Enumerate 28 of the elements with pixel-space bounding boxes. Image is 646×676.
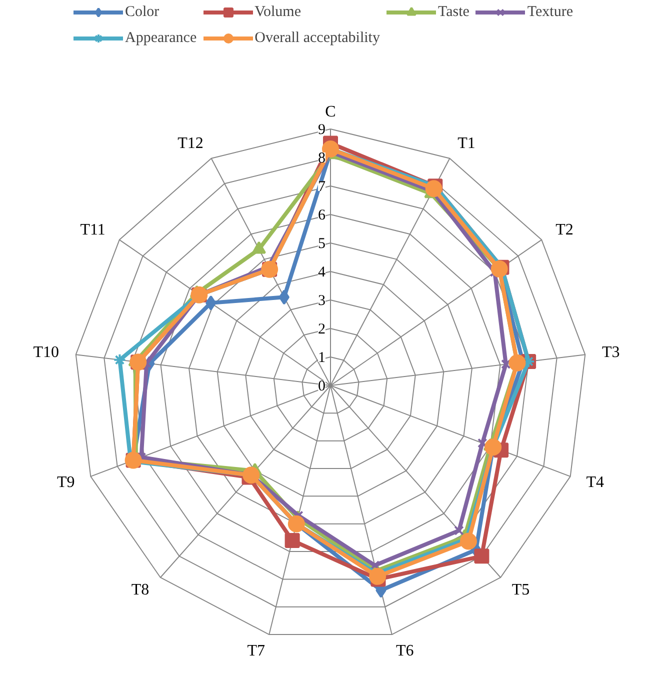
spoke-label: T1 — [458, 134, 476, 152]
spoke-label: C — [325, 104, 336, 120]
y-tick-label: 7 — [318, 179, 326, 195]
spoke-label: T12 — [178, 134, 204, 152]
y-tick-label: 9 — [318, 122, 326, 138]
y-tick-label: 1 — [318, 350, 326, 366]
legend-label: Appearance — [124, 30, 197, 46]
spoke-label: T3 — [602, 344, 620, 362]
spoke-label: T2 — [556, 222, 574, 239]
y-tick-label: 5 — [318, 236, 326, 252]
y-tick-label: 3 — [318, 293, 326, 309]
y-tick-label: 0 — [318, 378, 326, 394]
legend-label: Taste — [438, 4, 470, 20]
legend-label: Volume — [254, 4, 302, 20]
legend-label: Overall acceptability — [254, 30, 380, 46]
spoke-label: T11 — [80, 222, 106, 239]
spoke-label: T5 — [512, 582, 530, 599]
y-tick-label: 4 — [318, 264, 326, 280]
spoke-label: T6 — [396, 642, 414, 660]
legend-label: Color — [124, 4, 160, 20]
spoke-label: T4 — [586, 474, 604, 491]
y-tick-label: 2 — [318, 322, 326, 338]
spoke-label: T7 — [247, 642, 266, 660]
y-tick-label: 6 — [318, 208, 326, 224]
spoke-label: T8 — [131, 582, 150, 599]
spoke-label: T10 — [33, 344, 59, 362]
legend-label: Texture — [527, 4, 574, 20]
spoke-label: T9 — [57, 474, 75, 491]
